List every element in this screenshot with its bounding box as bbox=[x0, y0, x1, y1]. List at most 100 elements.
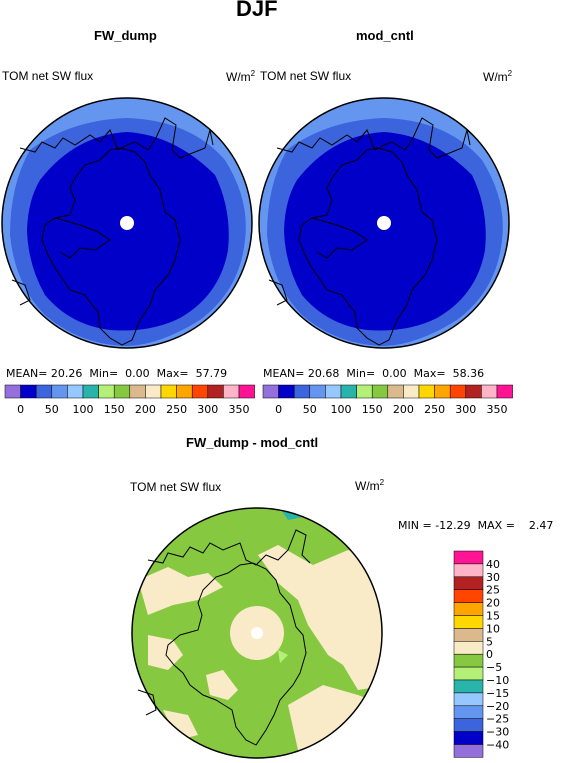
colorbar-swatch bbox=[465, 384, 482, 399]
colorbar-swatch bbox=[176, 384, 193, 399]
colorbar-swatch bbox=[51, 384, 68, 399]
colorbar-tick-label: 25 bbox=[486, 584, 500, 597]
colorbar-tick-label: 50 bbox=[45, 403, 59, 416]
colorbar-swatch bbox=[453, 731, 484, 745]
colorbar-tick-label: 350 bbox=[229, 403, 250, 416]
colorbar-swatch bbox=[453, 666, 484, 681]
colorbar-tick-label: 100 bbox=[331, 403, 352, 416]
panel1-stats: MEAN= 20.26 Min= 0.00 Max= 57.79 bbox=[6, 367, 228, 380]
colorbar-tick-label: 10 bbox=[486, 622, 500, 635]
colorbar-tick-label: 250 bbox=[424, 403, 445, 416]
colorbar-tick-label: 250 bbox=[166, 403, 187, 416]
colorbar-swatch bbox=[453, 705, 484, 719]
colorbar-swatch bbox=[453, 628, 484, 642]
colorbar-tick-label: 300 bbox=[455, 403, 476, 416]
colorbar-swatch bbox=[113, 384, 131, 399]
colorbar-swatch bbox=[145, 384, 162, 399]
colorbar-tick-label: 50 bbox=[303, 403, 317, 416]
colorbar-swatch bbox=[453, 679, 484, 694]
colorbar-tick-label: 100 bbox=[73, 403, 94, 416]
panel2-stats: MEAN= 20.68 Min= 0.00 Max= 58.36 bbox=[263, 367, 485, 380]
colorbar-tick-label: 20 bbox=[486, 597, 500, 610]
colorbar-swatch bbox=[160, 384, 177, 399]
top-colorbars: 0 50 100 150 200 250 300 350 0 50 100 150 200 250 300… bbox=[4, 384, 513, 416]
colorbar-tick-label: 0 bbox=[17, 403, 24, 416]
colorbar-tick-label: −25 bbox=[486, 713, 509, 726]
colorbar-fw-dump: 0 50 100 150 200 250 300 350 bbox=[4, 384, 255, 416]
colorbar-swatch bbox=[387, 384, 404, 399]
colorbar-tick-label: −5 bbox=[486, 661, 502, 674]
colorbar-tick-label: 300 bbox=[197, 403, 218, 416]
colorbar-swatch bbox=[453, 718, 484, 732]
colorbar-swatch bbox=[371, 384, 389, 399]
colorbar-swatch bbox=[496, 384, 513, 399]
colorbar-swatch bbox=[20, 384, 37, 399]
colorbar-swatch bbox=[453, 641, 484, 655]
colorbar-tick-label: 150 bbox=[104, 403, 125, 416]
diff-units-label: W/m2 bbox=[355, 478, 385, 493]
colorbar-swatch bbox=[418, 384, 435, 399]
map-panel-mod-cntl bbox=[258, 97, 510, 349]
diff-variable-label: TOM net SW flux bbox=[130, 480, 222, 494]
colorbar-tick-label: 200 bbox=[393, 403, 414, 416]
diff-map bbox=[131, 507, 383, 759]
colorbar-tick-label: −30 bbox=[486, 726, 509, 739]
colorbar-mod-cntl: 0 50 100 150 200 250 300 350 bbox=[262, 384, 513, 416]
colorbar-swatch bbox=[262, 384, 279, 399]
colorbar-swatch bbox=[4, 384, 21, 399]
colorbar-swatch bbox=[453, 602, 484, 616]
colorbar-swatch bbox=[434, 384, 451, 399]
panel2-case-title: mod_cntl bbox=[356, 28, 414, 43]
colorbar-tick-label: −10 bbox=[486, 674, 509, 687]
colorbar-swatch bbox=[453, 576, 484, 590]
panel2-units-label: W/m2 bbox=[483, 69, 513, 84]
colorbar-tick-label: 0 bbox=[486, 648, 493, 661]
colorbar-swatch bbox=[340, 384, 357, 399]
colorbar-tick-label: 150 bbox=[362, 403, 383, 416]
map-panel-fw-dump bbox=[1, 97, 253, 349]
colorbar-tick-label: 40 bbox=[486, 558, 500, 571]
panel2-variable-label: TOM net SW flux bbox=[260, 69, 352, 83]
colorbar-swatch bbox=[453, 550, 484, 565]
colorbar-tick-label: −15 bbox=[486, 687, 509, 700]
colorbar-swatch bbox=[238, 384, 255, 399]
colorbar-swatch bbox=[453, 589, 484, 603]
colorbar-swatch bbox=[356, 384, 373, 399]
colorbar-swatch bbox=[67, 384, 84, 399]
colorbar-swatch bbox=[293, 384, 311, 399]
colorbar-swatch bbox=[82, 384, 99, 399]
colorbar-swatch bbox=[453, 653, 484, 668]
top-maps bbox=[1, 97, 510, 349]
colorbar-tick-label: 200 bbox=[135, 403, 156, 416]
colorbar-swatch bbox=[453, 744, 484, 758]
colorbar-tick-label: 30 bbox=[486, 571, 500, 584]
colorbar-swatch bbox=[129, 384, 146, 399]
colorbar-swatch bbox=[481, 384, 498, 399]
diff-stats: MIN = -12.29 MAX = 2.47 bbox=[398, 519, 554, 532]
colorbar-swatch bbox=[453, 615, 484, 629]
colorbar-tick-label: −40 bbox=[486, 739, 509, 752]
colorbar-tick-label: −20 bbox=[486, 700, 509, 713]
panel1-case-title: FW_dump bbox=[94, 28, 157, 43]
colorbar-swatch bbox=[449, 384, 467, 399]
colorbar-swatch bbox=[207, 384, 224, 399]
season-title: DJF bbox=[236, 0, 278, 21]
diff-title: FW_dump - mod_cntl bbox=[186, 435, 319, 450]
colorbar-swatch bbox=[403, 384, 420, 399]
colorbar-swatch bbox=[35, 384, 53, 399]
colorbar-swatch bbox=[223, 384, 240, 399]
panel1-variable-label: TOM net SW flux bbox=[2, 69, 94, 83]
colorbar-tick-label: 5 bbox=[486, 635, 493, 648]
colorbar-tick-label: 15 bbox=[486, 610, 500, 623]
colorbar-swatch bbox=[453, 563, 484, 578]
colorbar-swatch bbox=[278, 384, 295, 399]
colorbar-swatch bbox=[453, 692, 484, 707]
colorbar-swatch bbox=[98, 384, 115, 399]
colorbar-swatch bbox=[191, 384, 209, 399]
colorbar-swatch bbox=[309, 384, 326, 399]
colorbar-tick-label: 350 bbox=[487, 403, 508, 416]
panel1-units-label: W/m2 bbox=[226, 69, 256, 84]
colorbar-swatch bbox=[325, 384, 342, 399]
